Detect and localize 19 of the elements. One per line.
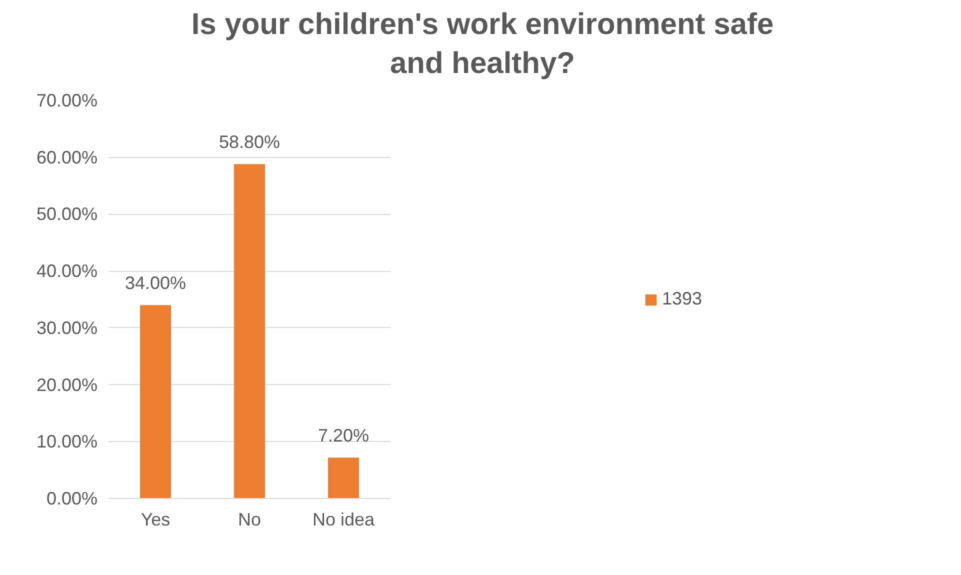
y-tick-label: 60.00% — [36, 147, 98, 168]
y-tick-label: 40.00% — [36, 261, 98, 282]
y-tick-label: 50.00% — [36, 204, 98, 224]
bar — [328, 458, 360, 498]
y-tick-label: 20.00% — [36, 374, 98, 395]
x-tick-label: No idea — [312, 510, 376, 530]
data-label: 7.20% — [318, 426, 370, 446]
y-tick-label: 30.00% — [36, 318, 98, 338]
data-label: 58.80% — [218, 132, 280, 152]
text: Is your children's work environment safe and healthy? — [190, 7, 775, 82]
bar — [234, 164, 266, 498]
y-tick-label: 10.00% — [36, 432, 98, 452]
x-tick-label: No — [238, 510, 262, 530]
y-tick-label: 70.00% — [36, 90, 98, 110]
data-label: 34.00% — [124, 273, 186, 294]
y-tick-label: 0.00% — [46, 488, 98, 508]
bar — [140, 305, 172, 498]
legend-label: 1393 — [662, 288, 702, 310]
x-tick-label: Yes — [140, 510, 170, 530]
